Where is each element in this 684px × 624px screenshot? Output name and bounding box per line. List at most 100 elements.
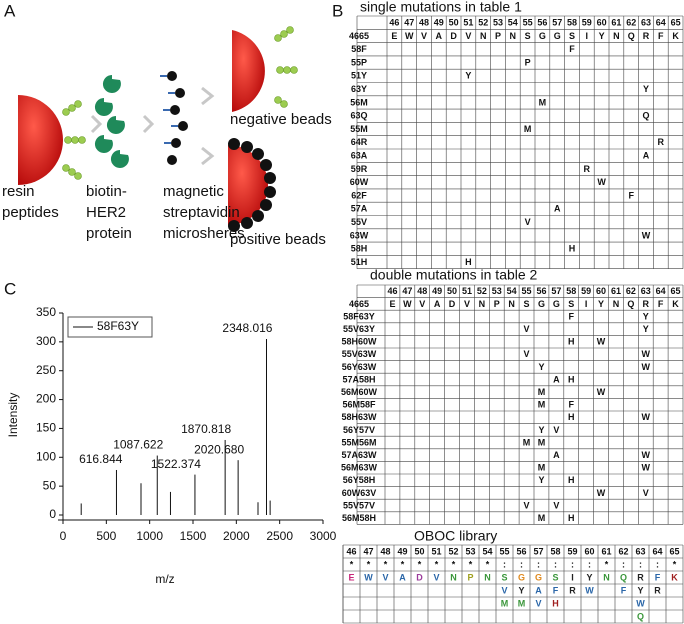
peak-label: 2348.016 — [222, 321, 272, 335]
y-tick-label: 0 — [49, 507, 56, 521]
row-label: 57A — [351, 204, 368, 214]
table-cell: Q — [637, 611, 644, 621]
table-title: OBOC library — [414, 528, 497, 544]
x-tick-label: 500 — [96, 529, 116, 543]
table-cell: 60 — [597, 18, 607, 28]
table-cell: * — [350, 559, 354, 569]
table-cell: F — [553, 585, 559, 595]
table-cell: 63 — [635, 546, 645, 556]
step-label: resin — [2, 183, 35, 200]
table-cell: 56 — [537, 18, 547, 28]
table-cell: M — [501, 598, 509, 608]
panel-label: C — [4, 279, 16, 298]
table-cell: 56 — [536, 286, 546, 296]
x-tick-label: 2500 — [266, 529, 293, 543]
table-cell: * — [469, 559, 473, 569]
table-cell: : — [520, 559, 523, 569]
table-cell: W — [364, 572, 373, 582]
x-axis-label: m/z — [155, 572, 174, 586]
table-cell: S — [568, 299, 574, 309]
row-label: 58F63Y — [343, 311, 375, 321]
table-cell: 51 — [431, 546, 441, 556]
step-label: biotin- — [86, 183, 127, 200]
table-cell: W — [642, 349, 651, 359]
table-cell: 64 — [656, 286, 666, 296]
table-cell: : — [537, 559, 540, 569]
row-label: 55V57V — [343, 500, 375, 510]
table-cell: R — [637, 572, 644, 582]
row-label: 56Y58H — [343, 475, 376, 485]
table-cell: 53 — [465, 546, 475, 556]
table-cell: I — [585, 299, 588, 309]
row-label: 56M58F — [342, 400, 376, 410]
table-cell: 53 — [492, 286, 502, 296]
table-cell: V — [535, 598, 541, 608]
table-cell: G — [535, 572, 542, 582]
peak-label: 1870.818 — [181, 422, 231, 436]
table-cell: V — [643, 488, 649, 498]
table-cell: * — [435, 559, 439, 569]
step-label: protein — [86, 225, 132, 242]
table-cell: M — [538, 437, 546, 447]
table-cell: N — [479, 299, 486, 309]
table-cell: M — [538, 463, 546, 473]
table-cell: * — [605, 559, 609, 569]
table-cell: * — [384, 559, 388, 569]
table-cell: H — [569, 244, 576, 254]
table-cell: V — [524, 500, 530, 510]
table-cell: N — [484, 572, 491, 582]
y-tick-label: 350 — [36, 305, 56, 319]
legend-box — [67, 316, 153, 338]
table-cell: G — [518, 572, 525, 582]
table-cell: P — [525, 57, 531, 67]
row-label: 63A — [351, 151, 368, 161]
table-cell: 63 — [641, 286, 651, 296]
table-cell: S — [524, 299, 530, 309]
table-cell: * — [401, 559, 405, 569]
table-cell: Y — [465, 71, 471, 81]
table-cell: A — [436, 31, 443, 41]
table-cell: V — [433, 572, 439, 582]
row-label: 56M60W — [341, 387, 378, 397]
row-label: 56Y63W — [342, 362, 377, 372]
step-label: streptavidin — [163, 204, 240, 221]
table-cell: 49 — [397, 546, 407, 556]
table-cell: Y — [538, 362, 544, 372]
row-label: 64R — [351, 137, 368, 147]
table-cell: R — [658, 137, 665, 147]
table-cell: 65 — [671, 18, 681, 28]
table-cell: 58 — [566, 286, 576, 296]
table-cell: : — [639, 559, 642, 569]
table-cell: N — [603, 572, 610, 582]
row-label: 55M56M — [341, 437, 376, 447]
table-cell: K — [672, 299, 679, 309]
panel-label: B — [332, 1, 343, 20]
table-cell: 50 — [447, 286, 457, 296]
row-label: 55V63Y — [343, 324, 375, 334]
table-cell: : — [622, 559, 625, 569]
table-cell: S — [552, 572, 558, 582]
table-cell: 59 — [567, 546, 577, 556]
table-cell: W — [642, 362, 651, 372]
table-cell: 50 — [414, 546, 424, 556]
table-cell: 49 — [434, 18, 444, 28]
row-label: 55P — [351, 57, 367, 67]
row-label: 60W — [350, 177, 369, 187]
table-cell: 60 — [584, 546, 594, 556]
table-cell: W — [585, 585, 594, 595]
row-label: 63W — [350, 230, 369, 240]
row-label: 58H63W — [341, 412, 377, 422]
table-cell: Q — [620, 572, 627, 582]
table-cell: H — [465, 257, 472, 267]
table-cell: W — [405, 31, 414, 41]
table-cell: A — [643, 151, 650, 161]
table-cell: V — [464, 299, 470, 309]
table-cell: 49 — [432, 286, 442, 296]
table-cell: 60 — [596, 286, 606, 296]
table-cell: E — [389, 299, 395, 309]
y-tick-label: 250 — [36, 363, 56, 377]
peak-label: 1087.622 — [113, 438, 163, 452]
table-cell: N — [510, 31, 517, 41]
x-tick-label: 0 — [60, 529, 67, 543]
